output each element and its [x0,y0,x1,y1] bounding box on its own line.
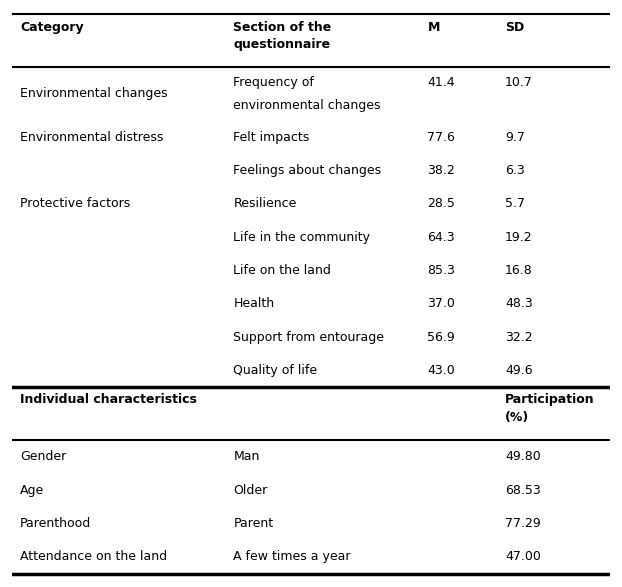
Text: 77.29: 77.29 [505,517,541,530]
Text: Frequency of: Frequency of [233,76,314,89]
Text: Individual characteristics: Individual characteristics [20,393,197,406]
Text: Life in the community: Life in the community [233,231,370,244]
Text: 32.2: 32.2 [505,330,532,344]
Text: 16.8: 16.8 [505,264,533,277]
Text: Attendance on the land: Attendance on the land [20,551,167,564]
Text: environmental changes: environmental changes [233,99,381,112]
Text: A few times a year: A few times a year [233,551,351,564]
Text: 38.2: 38.2 [427,164,455,177]
Text: Protective factors: Protective factors [20,197,131,210]
Text: Parent: Parent [233,517,274,530]
Text: 28.5: 28.5 [427,197,455,210]
Text: Parenthood: Parenthood [20,517,91,530]
Text: Man: Man [233,450,260,463]
Text: 19.2: 19.2 [505,231,532,244]
Text: Gender: Gender [20,450,67,463]
Text: 85.3: 85.3 [427,264,455,277]
Text: Category: Category [20,21,84,33]
Text: Feelings about changes: Feelings about changes [233,164,381,177]
Text: questionnaire: questionnaire [233,38,330,51]
Text: M: M [427,21,440,33]
Text: 68.53: 68.53 [505,484,541,497]
Text: 64.3: 64.3 [427,231,455,244]
Text: Older: Older [233,484,267,497]
Text: SD: SD [505,21,524,33]
Text: Environmental distress: Environmental distress [20,130,164,144]
Text: 49.80: 49.80 [505,450,541,463]
Text: (%): (%) [505,411,529,424]
Text: 43.0: 43.0 [427,364,455,377]
Text: Environmental changes: Environmental changes [20,87,168,100]
Text: 5.7: 5.7 [505,197,525,210]
Text: Felt impacts: Felt impacts [233,130,310,144]
Text: 49.6: 49.6 [505,364,532,377]
Text: Quality of life: Quality of life [233,364,317,377]
Text: 10.7: 10.7 [505,76,533,89]
Text: Participation: Participation [505,393,595,406]
Text: 56.9: 56.9 [427,330,455,344]
Text: 9.7: 9.7 [505,130,525,144]
Text: Health: Health [233,298,274,311]
Text: 6.3: 6.3 [505,164,525,177]
Text: Age: Age [20,484,44,497]
Text: Life on the land: Life on the land [233,264,332,277]
Text: 37.0: 37.0 [427,298,455,311]
Text: 41.4: 41.4 [427,76,455,89]
Text: Support from entourage: Support from entourage [233,330,384,344]
Text: 77.6: 77.6 [427,130,455,144]
Text: Section of the: Section of the [233,21,332,33]
Text: 48.3: 48.3 [505,298,533,311]
Text: Resilience: Resilience [233,197,297,210]
Text: 47.00: 47.00 [505,551,541,564]
